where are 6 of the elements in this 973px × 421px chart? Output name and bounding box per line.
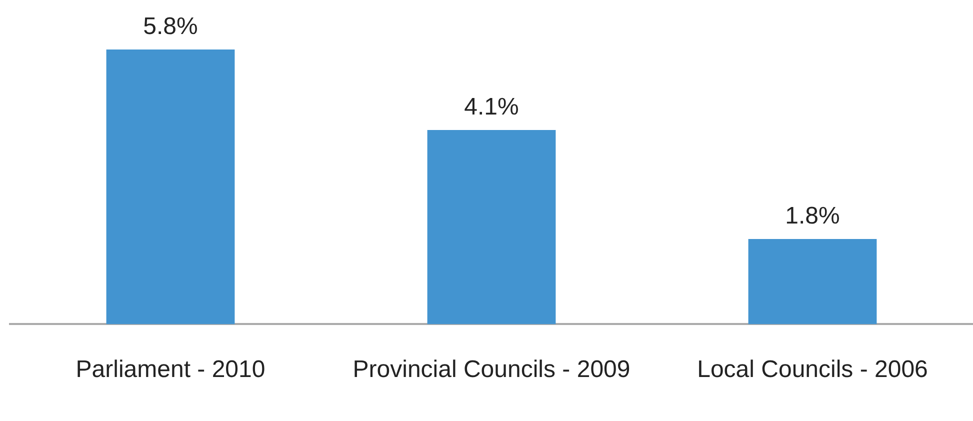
x-tick-label: Provincial Councils - 2009 (352, 356, 630, 384)
data-label: 1.8% (785, 202, 840, 230)
x-tick-label: Local Councils - 2006 (697, 356, 928, 384)
data-label: 4.1% (464, 94, 519, 121)
data-label: 5.8% (143, 13, 198, 40)
x-tick-label: Parliament - 2010 (76, 356, 266, 384)
